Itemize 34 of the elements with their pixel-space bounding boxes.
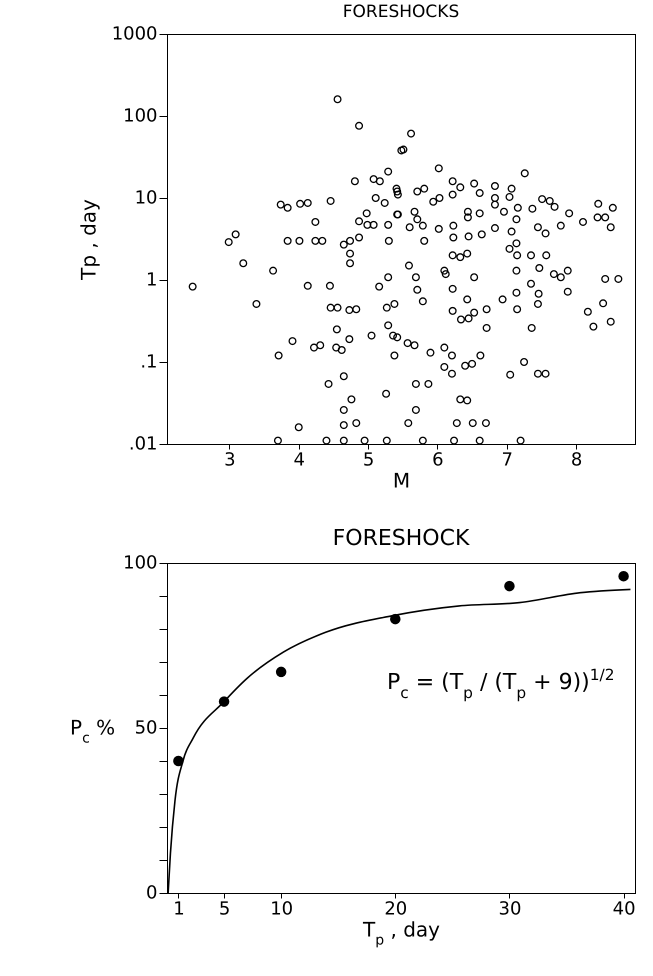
y-tick-label: 10	[134, 188, 158, 208]
annotation: P$_{c}$ = (T$_{p}$ / (T$_{p}$ + 9))$^{1/2}$	[386, 666, 615, 702]
chart-title: FORESHOCK	[332, 526, 470, 551]
point	[276, 666, 286, 678]
x-tick-label: 20	[384, 898, 408, 920]
point	[390, 614, 401, 624]
x-axis-title: T$_{p}$ , day	[362, 918, 440, 948]
y-tick-label: .01	[128, 434, 158, 454]
x-tick-label: 4	[294, 450, 305, 470]
x-tick-label: 7	[502, 450, 513, 470]
x-tick-label: 10	[270, 898, 294, 920]
x-axis-title: M	[392, 468, 410, 492]
y-tick-label: 1	[146, 270, 158, 290]
y-axis-title: Tp , day	[76, 198, 101, 281]
y-tick-label: 100	[123, 552, 158, 574]
x-tick-label: 40	[612, 898, 636, 920]
x-tick-label: 5	[362, 450, 374, 470]
point	[173, 756, 184, 766]
x-tick-label: 5	[218, 898, 230, 920]
point	[504, 580, 515, 592]
point	[618, 570, 629, 582]
y-tick-label: 50	[134, 718, 158, 738]
y-tick-label: .1	[140, 352, 158, 372]
y-tick-label: 1000	[112, 24, 158, 44]
y-axis-title: P$_{c}$ %	[70, 716, 116, 746]
x-tick-label: 3	[224, 450, 236, 470]
x-tick-label: 6	[432, 450, 444, 470]
y-tick-label: 0	[146, 882, 158, 904]
x-tick-label: 8	[570, 450, 582, 470]
chart-title: FORESHOCKS	[342, 2, 460, 22]
y-tick-label: 100	[123, 106, 158, 126]
x-tick-label: 1	[173, 898, 185, 920]
point	[218, 696, 230, 707]
x-tick-label: 30	[498, 898, 522, 920]
